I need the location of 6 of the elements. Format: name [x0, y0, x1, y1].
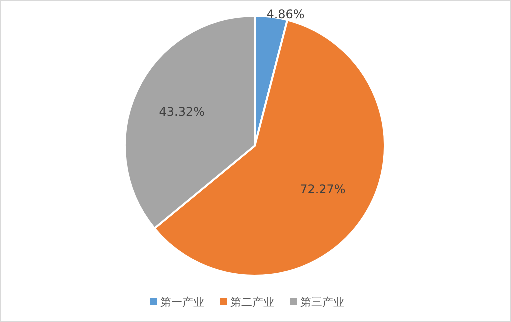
data-label: 43.32%	[159, 104, 205, 119]
data-label: 72.27%	[300, 182, 346, 197]
data-label: 4.86%	[266, 8, 305, 22]
legend-label: 第一产业	[160, 296, 204, 309]
legend-label: 第三产业	[300, 296, 344, 309]
legend-label: 第二产业	[230, 296, 274, 309]
